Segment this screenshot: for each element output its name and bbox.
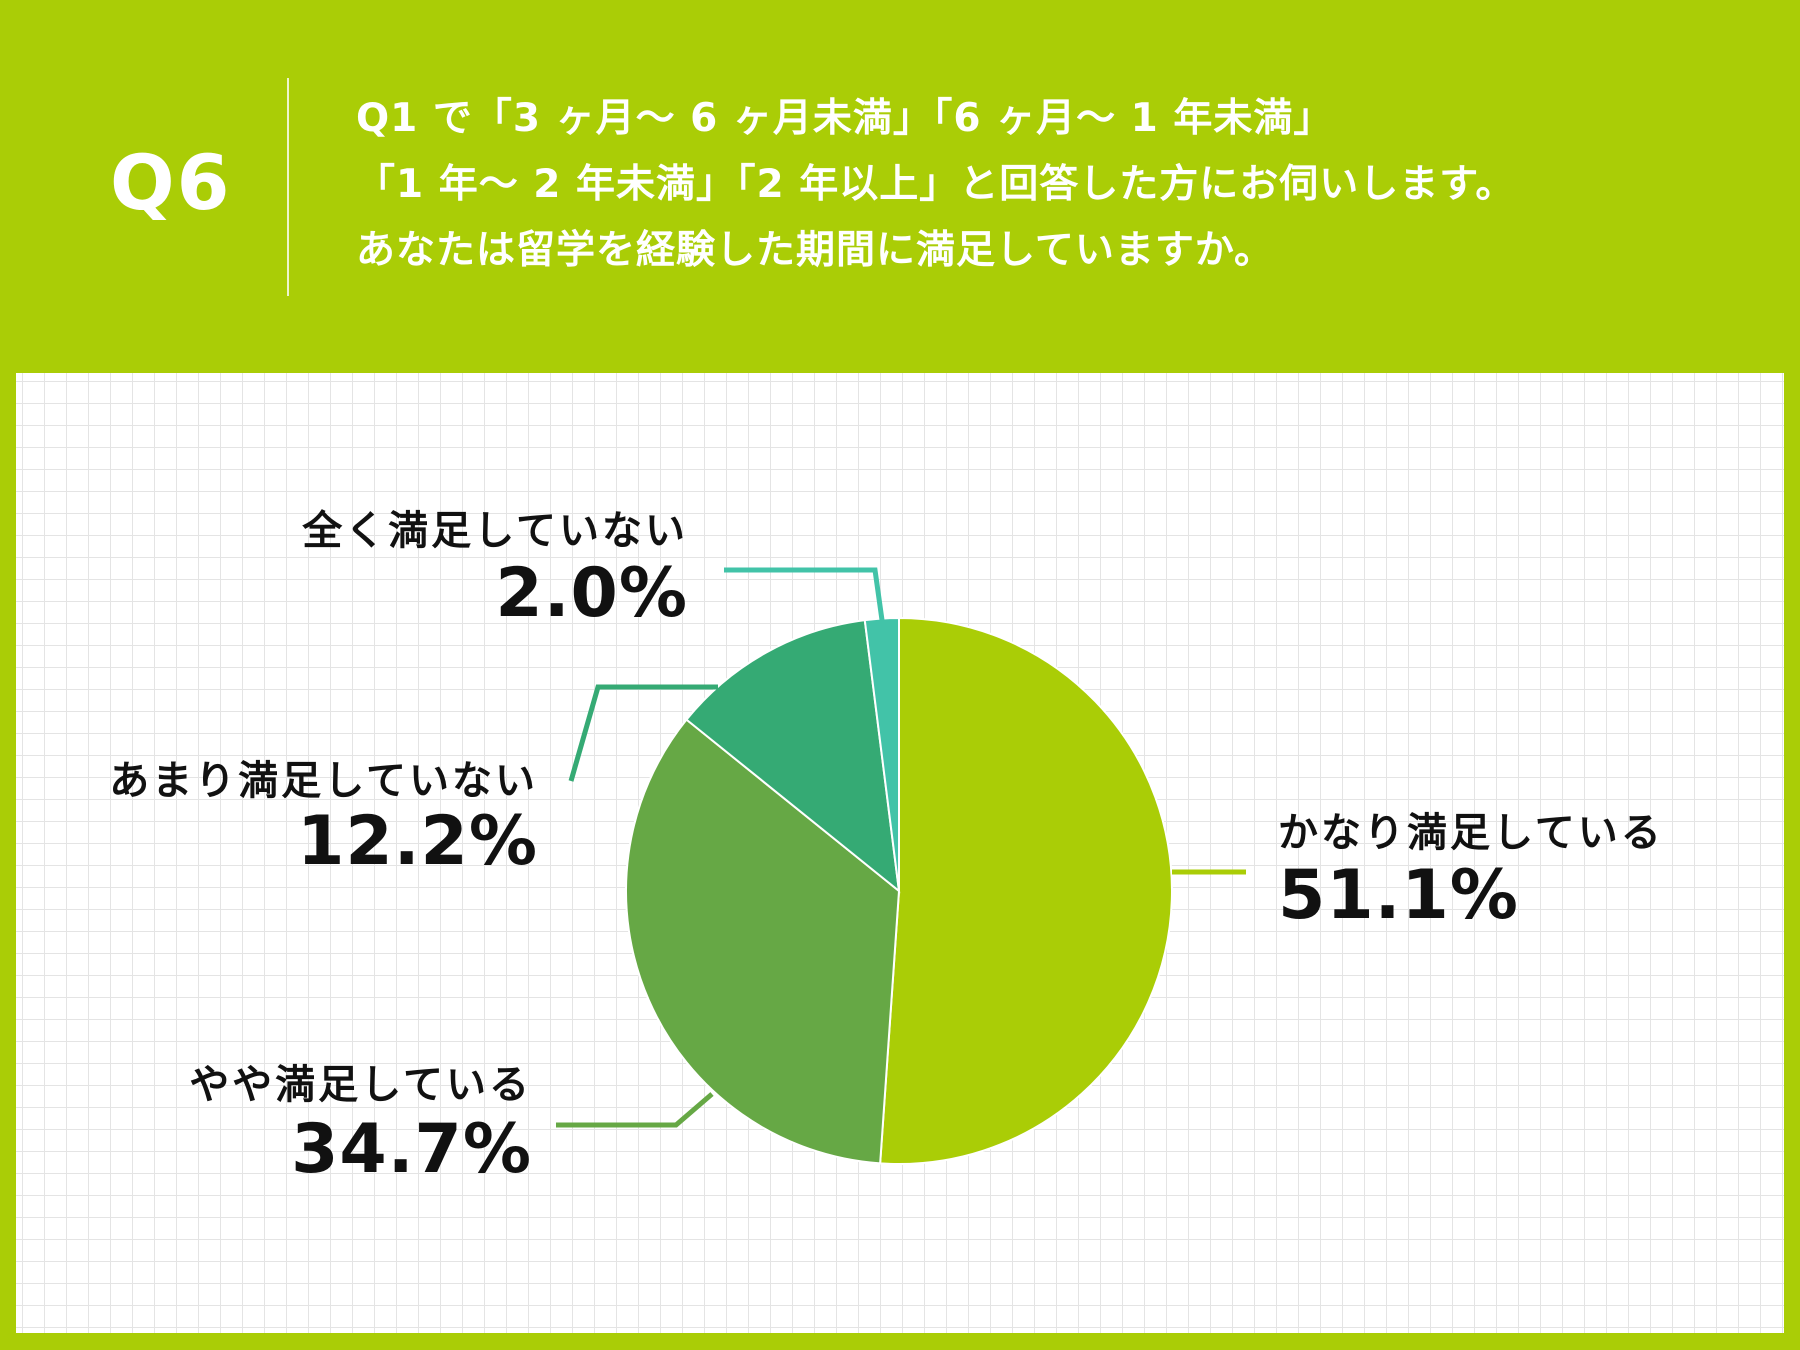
header-divider	[287, 78, 289, 296]
value-label-not-at-all-satisfied: 2.0%	[495, 554, 688, 633]
slice-very-satisfied	[879, 616, 1173, 1165]
value-label-somewhat-satisfied: 34.7%	[291, 1110, 532, 1189]
slice-somewhat-satisfied	[625, 718, 901, 1165]
question-header: Q6 Q1 で「3 ヶ月〜 6 ヶ月未満」「6 ヶ月〜 1 年未満」 「1 年〜…	[0, 0, 1800, 372]
leader-not-at-all-satisfied	[724, 567, 885, 621]
question-line-3: あなたは留学を経験した期間に満足していますか。	[356, 228, 1275, 273]
value-label-not-very-satisfied: 12.2%	[297, 802, 538, 881]
category-label-somewhat-satisfied: やや満足している	[189, 1062, 532, 1108]
category-label-not-very-satisfied: あまり満足していない	[109, 758, 538, 804]
category-label-not-at-all-satisfied: 全く満足していない	[302, 508, 688, 554]
value-label-very-satisfied: 51.1%	[1278, 856, 1519, 935]
question-text: Q1 で「3 ヶ月〜 6 ヶ月未満」「6 ヶ月〜 1 年未満」 「1 年〜 2 …	[356, 86, 1776, 284]
leader-not-very-satisfied	[568, 684, 718, 782]
slice-not-very-satisfied	[685, 619, 901, 894]
category-label-very-satisfied: かなり満足している	[1278, 810, 1664, 856]
leader-somewhat-satisfied	[556, 1092, 714, 1128]
question-number: Q6	[110, 138, 232, 227]
question-line-2: 「1 年〜 2 年未満」「2 年以上」と回答した方にお伺いします。	[356, 162, 1516, 207]
question-line-1: Q1 で「3 ヶ月〜 6 ヶ月未満」「6 ヶ月〜 1 年未満」	[356, 96, 1334, 141]
